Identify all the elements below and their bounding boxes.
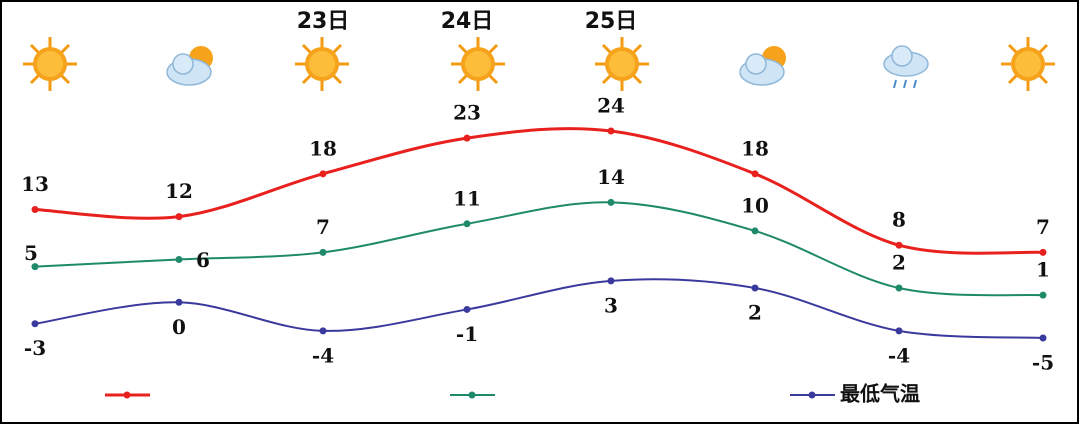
data-point [175,213,183,221]
weather-icon [739,45,787,86]
value-label: -4 [312,343,334,367]
value-label: 18 [309,136,337,160]
data-point [1039,248,1047,256]
data-point [1039,334,1047,342]
data-point [463,220,471,228]
data-point [607,198,615,206]
data-point [319,248,327,256]
value-label: 8 [892,208,906,232]
value-label: 10 [741,193,769,217]
data-point [895,327,903,335]
data-point [895,241,903,249]
data-point [319,327,327,335]
value-label: 24 [597,94,625,118]
value-label: 6 [196,248,210,272]
value-label: 3 [604,293,618,317]
value-label: 7 [1036,215,1050,239]
legend-marker [808,391,816,399]
series-line [34,127,1044,255]
value-label: 5 [24,241,38,265]
legend-marker [468,391,476,399]
data-point [751,227,759,235]
value-label: 14 [597,165,625,189]
legend-label: 最低气温 [840,382,920,406]
value-label: -5 [1032,351,1054,375]
x-category-label: 25日 [585,9,638,34]
data-point [175,255,183,263]
value-label: 11 [453,186,481,210]
x-category-label: 23日 [297,9,350,34]
data-point [895,284,903,292]
value-label: 12 [165,179,193,203]
legend-marker [123,391,131,399]
value-label: -3 [24,336,46,360]
weather-icon [166,45,214,86]
data-point [463,305,471,313]
data-point [31,206,39,214]
weather-icon [449,35,507,93]
value-label: 2 [748,301,762,325]
weather-icon [21,35,79,93]
data-point [319,170,327,178]
value-label: 7 [316,215,330,239]
value-label: 13 [21,172,49,196]
data-point [751,170,759,178]
value-label: 1 [1036,258,1050,282]
value-label: 18 [741,136,769,160]
weather-icon [999,35,1057,93]
data-point [175,298,183,306]
data-point [607,127,615,135]
data-point [463,134,471,142]
data-point [607,277,615,285]
x-category-label: 24日 [441,9,494,34]
weather-icon [883,45,929,89]
series-line [34,201,1044,297]
data-point [31,320,39,328]
value-label: 0 [172,315,186,339]
data-point [751,284,759,292]
data-point [31,263,39,271]
value-label: 23 [453,101,481,125]
data-point [1039,291,1047,299]
value-label: -1 [456,322,478,346]
value-label: -4 [888,343,910,367]
weather-icon [593,35,651,93]
series-line [34,278,1044,339]
weather-icon [293,35,351,93]
value-label: 2 [892,251,906,275]
